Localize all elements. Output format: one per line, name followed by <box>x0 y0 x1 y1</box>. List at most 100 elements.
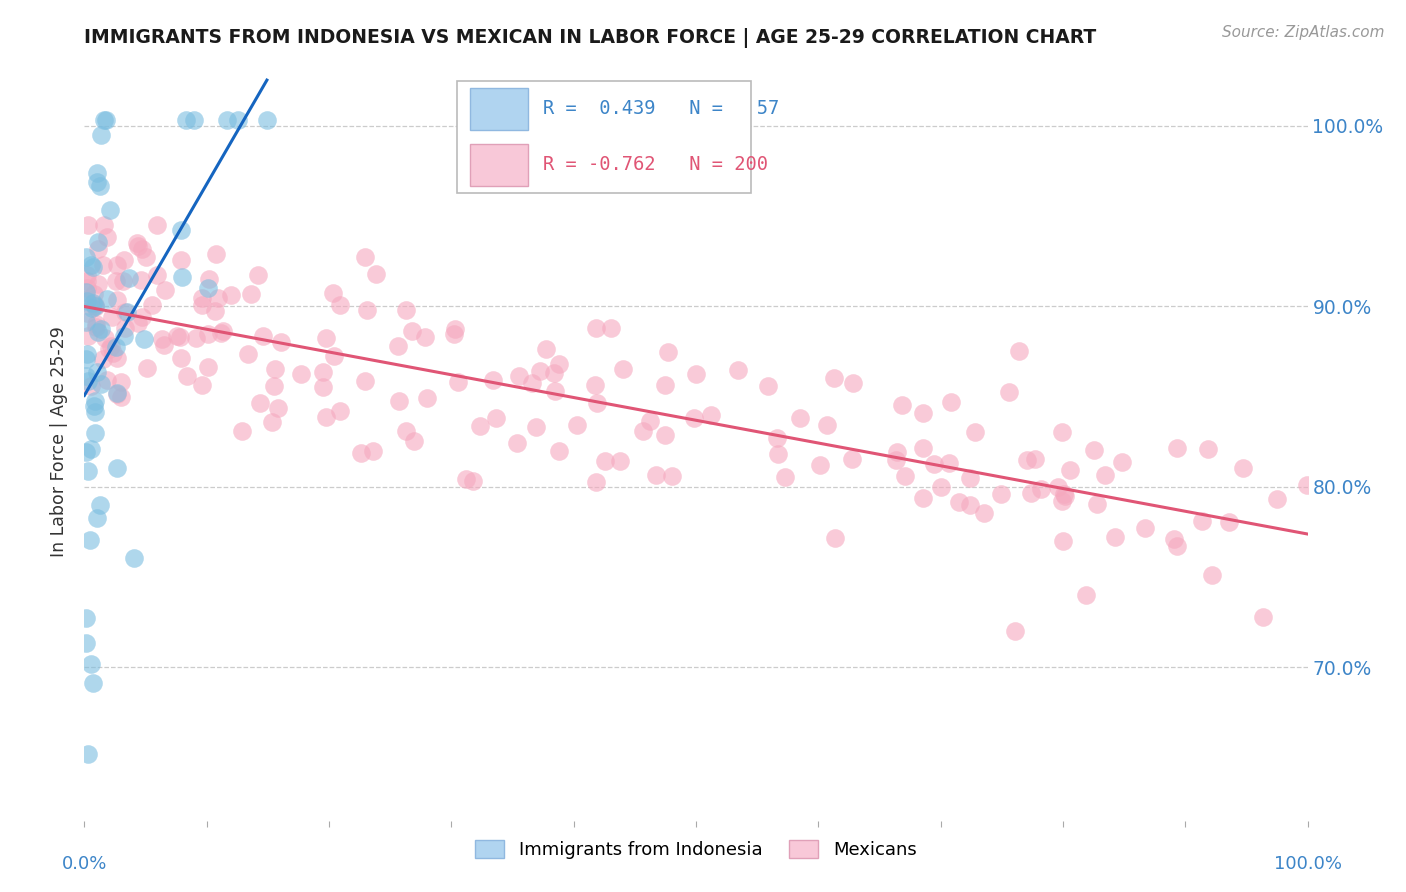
Point <box>112 253 135 268</box>
Point <box>191 377 214 392</box>
Point <box>111 274 134 288</box>
Point <box>170 351 193 365</box>
Point <box>127 236 149 251</box>
Point <box>1029 483 1052 497</box>
Point <box>105 341 128 355</box>
Point <box>90 322 112 336</box>
Point <box>204 303 226 318</box>
Point <box>1050 494 1073 508</box>
Point <box>315 409 337 424</box>
Point <box>468 418 491 433</box>
Point <box>824 531 846 545</box>
Point <box>118 271 141 285</box>
Point <box>215 113 238 128</box>
Point <box>631 424 654 438</box>
Text: 0.0%: 0.0% <box>62 855 107 872</box>
Point <box>219 287 242 301</box>
Point <box>1295 478 1317 492</box>
Point <box>1059 463 1081 477</box>
Point <box>75 611 97 625</box>
Point <box>520 376 543 390</box>
Point <box>86 166 108 180</box>
Point <box>153 283 176 297</box>
Point <box>444 322 467 336</box>
Point <box>127 239 149 253</box>
Point <box>323 349 346 363</box>
Point <box>815 418 838 433</box>
Point <box>169 329 191 343</box>
Point <box>1094 467 1116 482</box>
FancyBboxPatch shape <box>457 80 751 193</box>
Point <box>176 113 198 128</box>
Point <box>197 359 219 374</box>
Point <box>1166 539 1188 553</box>
Point <box>1015 453 1038 467</box>
Point <box>90 128 112 142</box>
Point <box>84 298 107 312</box>
Point <box>75 445 97 459</box>
Point <box>394 424 416 438</box>
Point <box>238 346 260 360</box>
Point <box>404 434 426 449</box>
Point <box>585 475 607 489</box>
Point <box>86 365 108 379</box>
Point <box>79 379 101 393</box>
Point <box>1053 489 1076 503</box>
Point <box>124 551 146 566</box>
Point <box>654 428 676 442</box>
Point <box>1232 461 1254 475</box>
Point <box>76 347 98 361</box>
Point <box>145 218 167 232</box>
Point <box>1104 530 1126 544</box>
Point <box>247 268 270 283</box>
Point <box>226 113 249 128</box>
Point <box>685 367 707 381</box>
Point <box>929 480 952 494</box>
Point <box>350 446 373 460</box>
Point <box>585 321 607 335</box>
Point <box>395 303 418 318</box>
Point <box>184 331 207 345</box>
Point <box>96 230 118 244</box>
Point <box>461 474 484 488</box>
Point <box>114 305 136 319</box>
Point <box>79 657 101 671</box>
Point <box>90 377 112 392</box>
Point <box>443 327 465 342</box>
Point <box>83 287 105 301</box>
Point <box>924 457 946 471</box>
Point <box>938 456 960 470</box>
Point <box>84 320 107 334</box>
Point <box>645 468 668 483</box>
Point <box>141 298 163 312</box>
Point <box>700 408 723 422</box>
Point <box>884 453 907 467</box>
Point <box>387 339 409 353</box>
Point <box>1024 451 1046 466</box>
Point <box>75 636 97 650</box>
Point <box>1191 514 1213 528</box>
Point <box>76 747 98 761</box>
Point <box>312 380 335 394</box>
Point <box>198 271 221 285</box>
Point <box>886 445 908 459</box>
Point <box>808 458 831 472</box>
Point <box>456 472 478 486</box>
Point <box>264 362 287 376</box>
Point <box>129 273 152 287</box>
Point <box>209 326 232 341</box>
Point <box>263 378 285 392</box>
Y-axis label: In Labor Force | Age 25-29: In Labor Force | Age 25-29 <box>51 326 69 557</box>
Point <box>361 444 384 458</box>
Point <box>83 426 105 441</box>
Point <box>506 436 529 450</box>
Point <box>82 675 104 690</box>
Point <box>1085 497 1108 511</box>
Point <box>190 291 212 305</box>
Point <box>1251 610 1274 624</box>
Point <box>1201 568 1223 582</box>
Point <box>82 260 104 274</box>
Point <box>127 316 149 330</box>
Point <box>211 324 233 338</box>
Point <box>94 331 117 345</box>
